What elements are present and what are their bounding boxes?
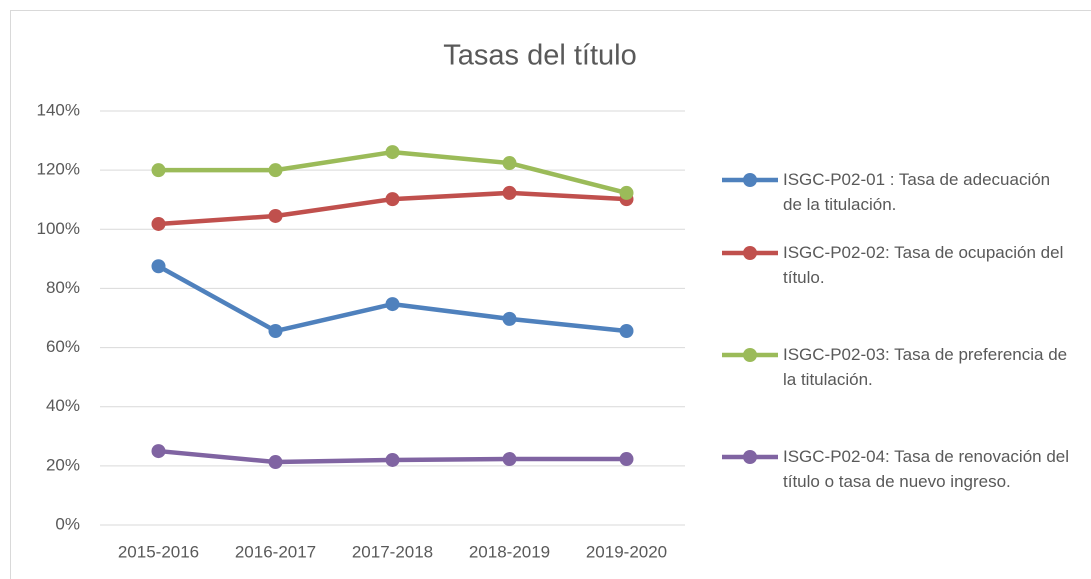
data-point — [502, 185, 517, 200]
legend-swatch-dot — [743, 173, 757, 187]
data-point — [151, 259, 166, 274]
data-point — [268, 163, 283, 178]
data-point — [151, 216, 166, 231]
x-tick-label: 2017-2018 — [352, 542, 433, 561]
x-tick-label: 2019-2020 — [586, 542, 667, 561]
y-tick-label: 100% — [37, 219, 80, 238]
y-tick-label: 140% — [37, 100, 80, 119]
chart-border — [10, 10, 1091, 579]
legend-swatch-dot — [743, 450, 757, 464]
y-tick-label: 40% — [46, 396, 80, 415]
data-point — [151, 444, 166, 459]
data-point — [385, 192, 400, 207]
legend-label: ISGC-P02-01 : Tasa de adecuación de la t… — [783, 170, 1051, 214]
data-point — [619, 185, 634, 200]
y-tick-label: 80% — [46, 278, 80, 297]
x-tick-label: 2015-2016 — [118, 542, 199, 561]
data-point — [268, 455, 283, 470]
data-point — [385, 145, 400, 160]
data-point — [619, 324, 634, 339]
legend-label: ISGC-P02-04: Tasa de renovación del títu… — [783, 447, 1070, 491]
y-tick-label: 120% — [37, 160, 80, 179]
data-point — [268, 324, 283, 339]
data-point — [268, 208, 283, 223]
y-tick-label: 20% — [46, 455, 80, 474]
x-tick-label: 2016-2017 — [235, 542, 316, 561]
legend-label: ISGC-P02-02: Tasa de ocupación del títul… — [783, 243, 1064, 287]
data-point — [385, 452, 400, 467]
data-point — [502, 311, 517, 326]
y-tick-label: 60% — [46, 337, 80, 356]
y-tick-label: 0% — [55, 514, 80, 533]
data-point — [502, 452, 517, 467]
data-point — [385, 297, 400, 312]
x-tick-label: 2018-2019 — [469, 542, 550, 561]
legend-swatch-dot — [743, 348, 757, 362]
data-point — [619, 452, 634, 467]
legend-label: ISGC-P02-03: Tasa de preferencia de la t… — [783, 345, 1068, 389]
data-point — [151, 163, 166, 178]
data-point — [502, 156, 517, 171]
legend-swatch-dot — [743, 246, 757, 260]
chart-title: Tasas del título — [443, 40, 636, 72]
